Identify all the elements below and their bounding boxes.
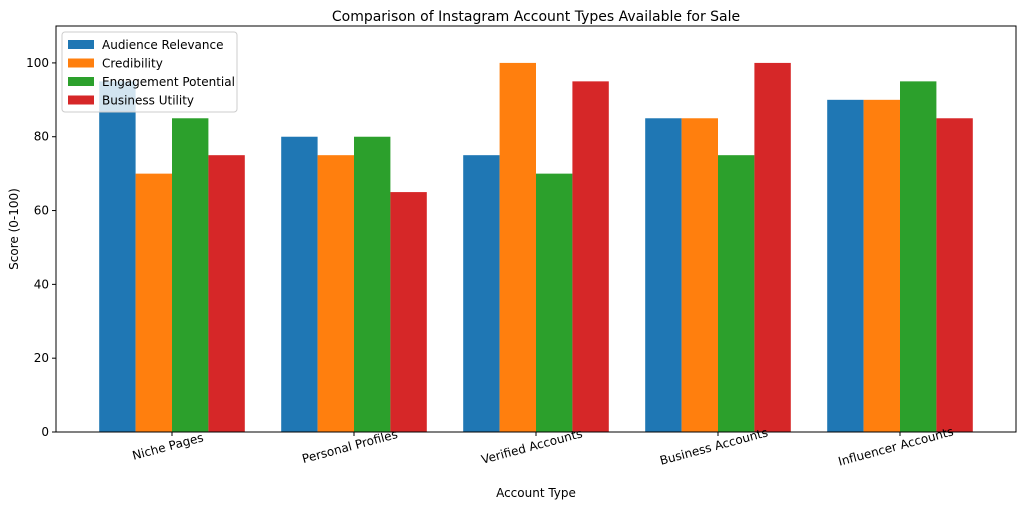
y-tick-label: 40 [34, 277, 49, 291]
bar-engagement-potential-business-accounts [718, 155, 755, 432]
legend-box [61, 31, 238, 113]
legend-label: Credibility [102, 57, 163, 71]
legend-swatch [68, 40, 94, 49]
x-tick-label: Personal Profiles [301, 427, 400, 466]
bar-engagement-potential-verified-accounts [536, 173, 573, 432]
legend-swatch [68, 77, 94, 86]
legend-label: Audience Relevance [102, 38, 224, 52]
bar-business-utility-influencer-accounts [936, 118, 973, 433]
bar-business-utility-personal-profiles [390, 192, 427, 432]
y-tick-label: 80 [34, 130, 49, 144]
bar-audience-relevance-niche-pages [99, 81, 136, 433]
y-tick-label: 100 [26, 56, 49, 70]
y-axis: 0 20 40 60 80 100 [26, 56, 56, 439]
legend-swatch [68, 58, 94, 68]
bar-credibility-niche-pages [135, 173, 172, 432]
y-tick-label: 20 [34, 351, 49, 365]
bar-credibility-influencer-accounts [863, 99, 900, 432]
bar-audience-relevance-business-accounts [645, 118, 682, 433]
bar-credibility-verified-accounts [499, 62, 536, 432]
bar-audience-relevance-personal-profiles [281, 136, 318, 433]
bar-audience-relevance-influencer-accounts [827, 99, 864, 432]
bar-credibility-personal-profiles [317, 155, 354, 432]
legend-swatch [68, 95, 94, 105]
bar-credibility-business-accounts [681, 118, 718, 433]
legend-label: Business Utility [102, 94, 194, 108]
x-tick-label: Niche Pages [131, 430, 205, 462]
bar-business-utility-niche-pages [208, 155, 245, 432]
chart-title: Comparison of Instagram Account Types Av… [332, 9, 740, 25]
legend-label: Engagement Potential [102, 75, 235, 89]
bar-business-utility-business-accounts [754, 62, 791, 432]
y-tick-label: 0 [41, 425, 49, 439]
bar-audience-relevance-verified-accounts [463, 155, 500, 432]
bar-business-utility-verified-accounts [572, 81, 609, 433]
bars-group [99, 62, 973, 433]
legend: Audience Relevance Credibility Engagement … [61, 31, 238, 113]
bar-engagement-potential-personal-profiles [354, 136, 391, 433]
y-tick-label: 60 [34, 204, 49, 218]
x-axis-label: Account Type [496, 486, 576, 500]
bar-engagement-potential-influencer-accounts [900, 81, 937, 433]
y-axis-label: Score (0-100) [7, 188, 21, 270]
bar-engagement-potential-niche-pages [172, 118, 209, 433]
